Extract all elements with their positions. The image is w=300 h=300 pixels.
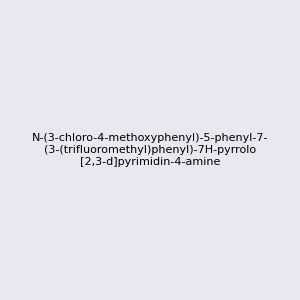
Text: N-(3-chloro-4-methoxyphenyl)-5-phenyl-7-
(3-(trifluoromethyl)phenyl)-7H-pyrrolo
: N-(3-chloro-4-methoxyphenyl)-5-phenyl-7-… (32, 134, 268, 166)
